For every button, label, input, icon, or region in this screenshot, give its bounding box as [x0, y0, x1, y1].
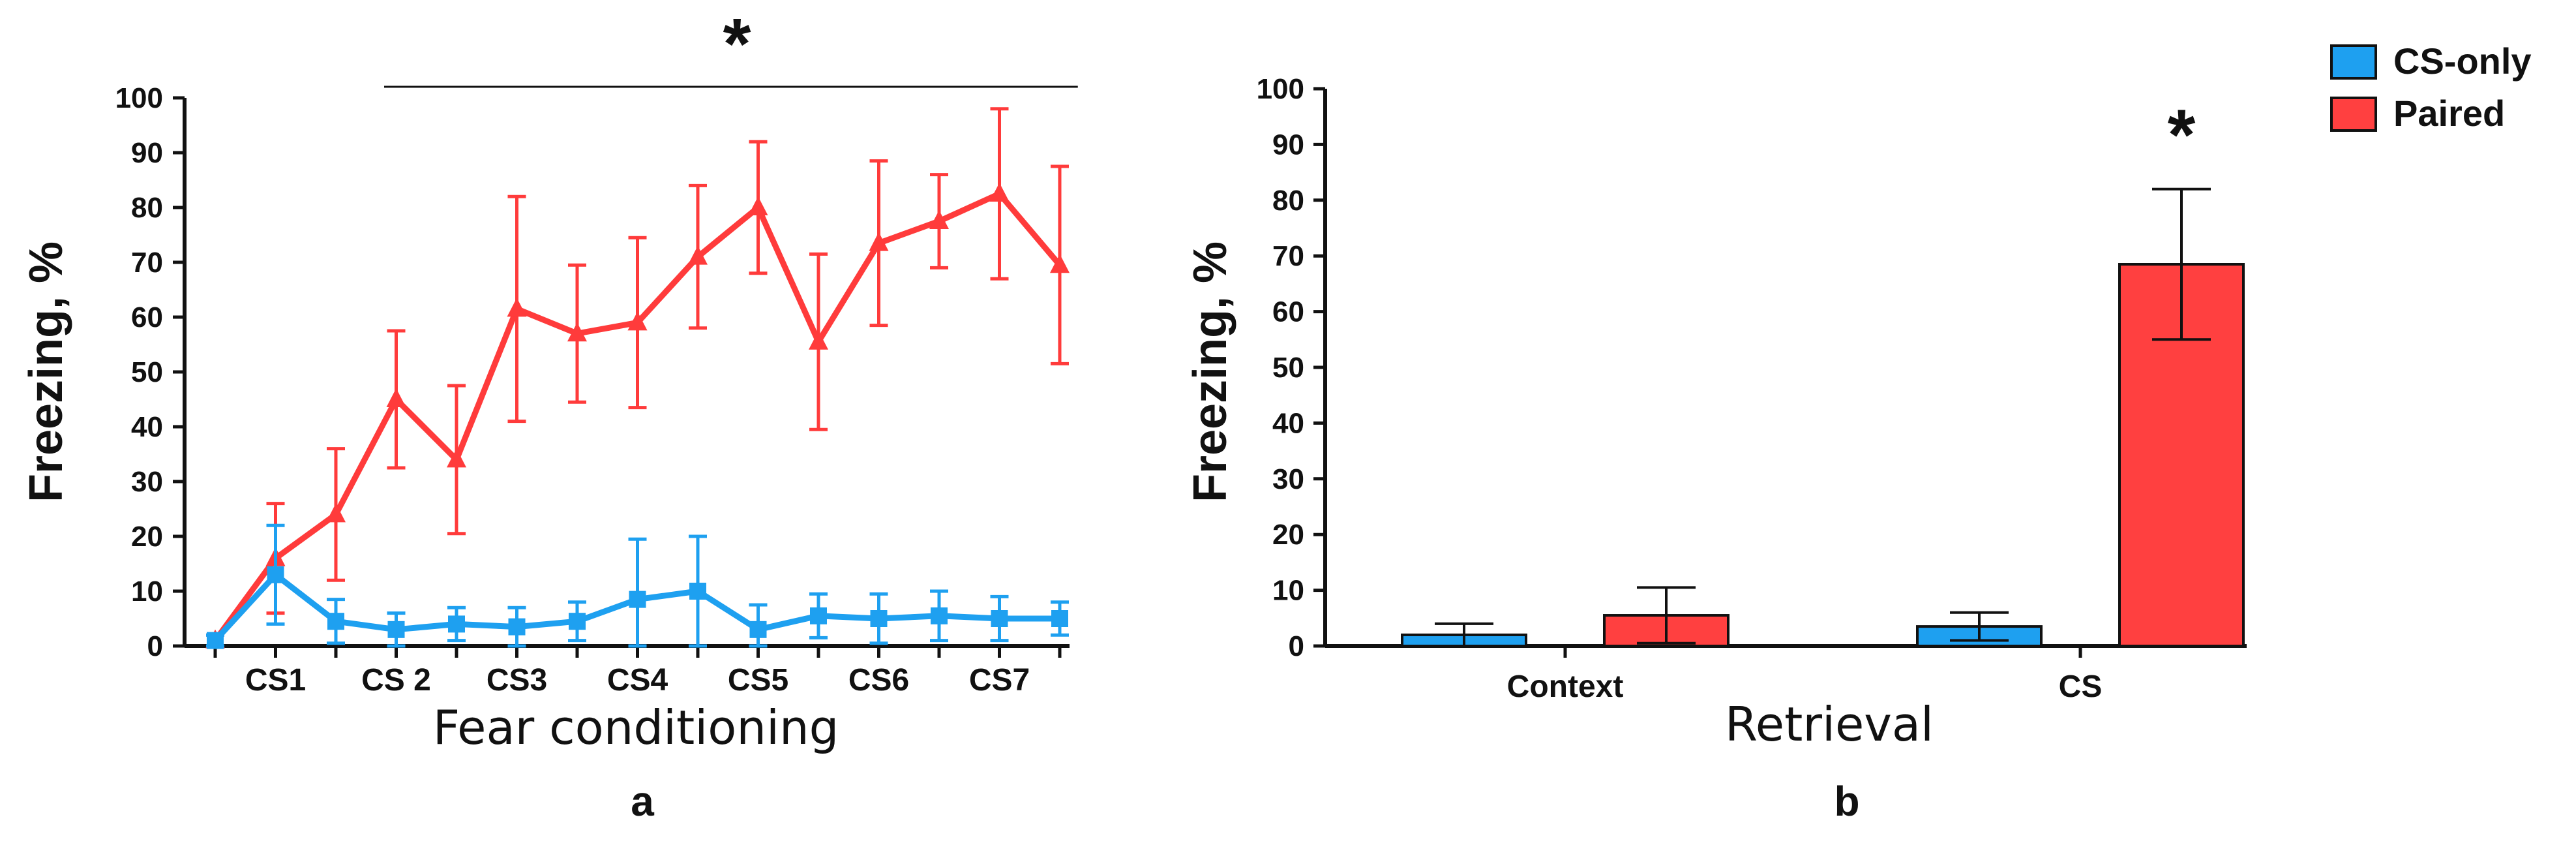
- panel-a-data-point: [508, 618, 526, 636]
- panel-b-significance-star: *: [2168, 95, 2196, 176]
- panel-a-y-tick-label: 10: [131, 576, 163, 607]
- panel-a-data-point: [749, 621, 767, 638]
- panel-a-x-tick-label: CS6: [848, 663, 909, 698]
- panel-a-y-tick-label: 60: [131, 301, 163, 333]
- panel-a-series-cs-only: [206, 523, 1069, 649]
- panel-b-y-axis-label: Freezing, %: [1184, 241, 1236, 502]
- panel-b-y-tick-label: 30: [1272, 463, 1304, 495]
- panel-b-x-axis-label: Retrieval: [1725, 697, 1934, 752]
- panel-b-y-axis-ticks: 0 10 20 30 40 50 60 70 80 90 100: [1257, 73, 1325, 662]
- panel-a-data-point: [569, 613, 586, 630]
- legend-swatch-cs-only: [2330, 44, 2377, 80]
- panel-b-y-tick-label: 0: [1289, 630, 1304, 662]
- panel-a-y-tick-label: 100: [115, 82, 163, 114]
- panel-a-y-axis-ticks: 0 10 20 30 40 50 60 70 80 90 100: [115, 82, 185, 662]
- panel-a-data-point: [809, 330, 828, 350]
- panel-a-x-tick-label: CS5: [728, 663, 788, 698]
- panel-a-data-point: [507, 298, 527, 317]
- panel-a-data-point: [267, 566, 284, 583]
- panel-a-x-tick-label: CS1: [245, 663, 306, 698]
- panel-a-data-point: [386, 388, 406, 407]
- panel-a-y-tick-label: 20: [131, 521, 163, 553]
- panel-a-data-point: [448, 615, 465, 633]
- legend: CS-only Paired: [2330, 40, 2532, 134]
- panel-a-y-tick-label: 50: [131, 356, 163, 388]
- panel-b-y-tick-label: 50: [1272, 352, 1304, 384]
- panel-a-y-tick-label: 70: [131, 247, 163, 279]
- panel-a-data-point: [869, 232, 889, 251]
- legend-label-cs-only: CS-only: [2393, 40, 2532, 82]
- panel-b-label: b: [1834, 778, 1859, 825]
- panel-b-retrieval-chart: 0 10 20 30 40 50 60 70 80 90 100 Context CS * Freez…: [1184, 73, 2247, 825]
- panel-a-data-point: [991, 610, 1008, 627]
- panel-b-y-tick-label: 10: [1272, 575, 1304, 607]
- panel-a-data-point: [689, 583, 706, 600]
- panel-a-data-point: [929, 210, 949, 229]
- legend-swatch-paired: [2330, 97, 2377, 132]
- panel-a-y-tick-label: 90: [131, 137, 163, 169]
- panel-a-data-point: [688, 245, 708, 265]
- panel-a-data-point: [629, 591, 646, 608]
- panel-a-data-point: [1051, 610, 1068, 627]
- panel-a-x-tick-label: CS 2: [361, 663, 431, 698]
- panel-a-data-point: [567, 322, 587, 342]
- panel-a-data-point: [627, 311, 648, 331]
- panel-a-x-axis-ticks: CS1 CS 2 CS3 CS4 CS5 CS6 CS7: [213, 646, 1062, 698]
- panel-a-y-tick-label: 40: [131, 411, 163, 443]
- panel-a-y-tick-label: 80: [131, 192, 163, 224]
- panel-a-data-point: [207, 632, 224, 649]
- panel-a-x-tick-label: CS7: [969, 663, 1030, 698]
- panel-b-y-tick-label: 20: [1272, 519, 1304, 551]
- panel-b-y-tick-label: 70: [1272, 240, 1304, 272]
- panel-b-category-labels: Context CS: [1507, 646, 2103, 704]
- panel-b-y-tick-label: 90: [1272, 129, 1304, 161]
- panel-a-data-point: [1050, 254, 1070, 273]
- panel-a-data-point: [387, 621, 405, 638]
- panel-b-category-label: CS: [2059, 669, 2103, 704]
- panel-a-y-tick-label: 30: [131, 466, 163, 498]
- panel-a-x-tick-label: CS4: [607, 663, 668, 698]
- panel-a-data-point: [870, 610, 888, 627]
- panel-b-category-label: Context: [1507, 669, 1624, 704]
- panel-a-label: a: [631, 778, 654, 825]
- panel-a-x-axis-label: Fear conditioning: [433, 700, 839, 755]
- panel-a-y-axis-label: Freezing, %: [20, 241, 72, 502]
- panel-b-bars: [1401, 187, 2245, 648]
- panel-a-y-tick-label: 0: [147, 630, 163, 662]
- panel-a-significance-star: *: [723, 4, 751, 84]
- panel-a-data-point: [748, 196, 768, 215]
- panel-b-y-tick-label: 40: [1272, 407, 1304, 439]
- panel-b-y-tick-label: 100: [1257, 73, 1304, 105]
- panel-a-data-point: [810, 607, 827, 624]
- panel-a-data-point: [326, 503, 346, 523]
- panel-a-data-point: [931, 607, 948, 624]
- panel-a-data-point: [327, 613, 344, 630]
- panel-b-y-tick-label: 80: [1272, 185, 1304, 217]
- legend-label-paired: Paired: [2393, 93, 2505, 134]
- panel-a-data-point: [447, 448, 466, 468]
- panel-a-data-point: [989, 183, 1010, 202]
- panel-b-y-tick-label: 60: [1272, 296, 1304, 328]
- panel-a-x-tick-label: CS3: [487, 663, 547, 698]
- panel-a-series: [205, 107, 1070, 649]
